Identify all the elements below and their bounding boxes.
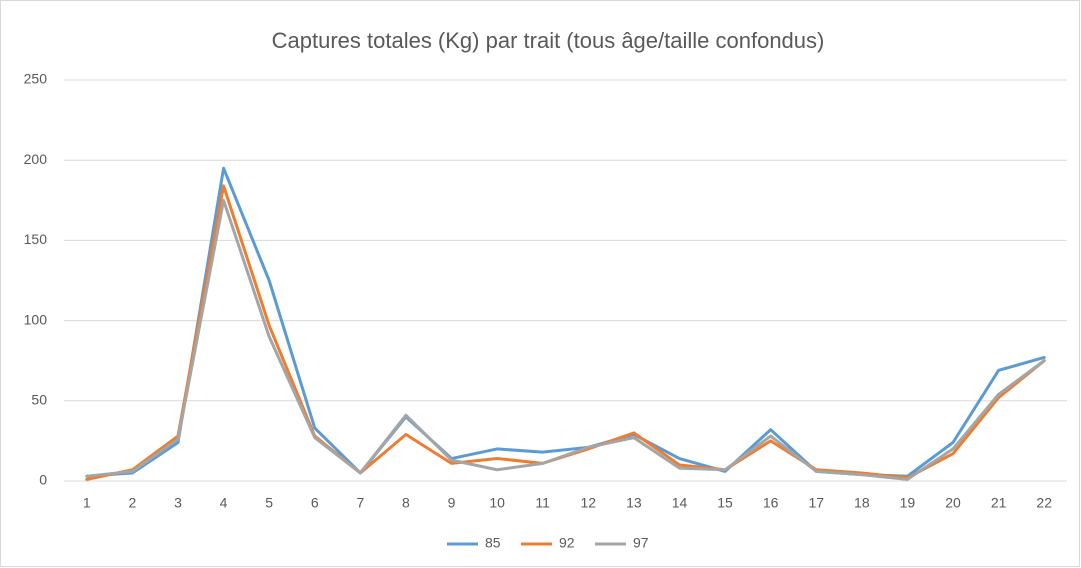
x-tick-label: 6 — [311, 495, 319, 511]
x-tick-label: 14 — [672, 495, 688, 511]
x-tick-label: 3 — [174, 495, 182, 511]
x-tick-label: 22 — [1036, 495, 1052, 511]
y-tick-label: 250 — [24, 71, 48, 87]
x-tick-label: 19 — [900, 495, 916, 511]
x-tick-label: 7 — [356, 495, 364, 511]
x-tick-label: 11 — [535, 495, 550, 511]
x-tick-label: 9 — [448, 495, 456, 511]
y-tick-label: 0 — [39, 472, 47, 488]
x-tick-label: 21 — [991, 495, 1007, 511]
y-tick-label: 100 — [24, 311, 48, 327]
x-tick-label: 10 — [489, 495, 505, 511]
x-tick-label: 15 — [717, 495, 733, 511]
x-tick-label: 5 — [265, 495, 273, 511]
legend-label: 85 — [485, 535, 501, 551]
x-tick-label: 12 — [581, 495, 597, 511]
x-tick-label: 18 — [854, 495, 870, 511]
chart-title: Captures totales (Kg) par trait (tous âg… — [272, 28, 825, 53]
x-tick-label: 17 — [808, 495, 824, 511]
y-tick-label: 50 — [31, 392, 47, 408]
x-tick-label: 8 — [402, 495, 410, 511]
x-tick-label: 13 — [626, 495, 642, 511]
y-tick-label: 200 — [24, 151, 48, 167]
x-tick-label: 16 — [763, 495, 779, 511]
y-tick-label: 150 — [24, 231, 48, 247]
x-tick-label: 20 — [945, 495, 961, 511]
line-series — [85, 198, 1046, 481]
legend-label: 97 — [633, 535, 649, 551]
x-tick-label: 2 — [128, 495, 136, 511]
x-tick-label: 4 — [220, 495, 228, 511]
legend-label: 92 — [559, 535, 575, 551]
x-tick-label: 1 — [83, 495, 91, 511]
